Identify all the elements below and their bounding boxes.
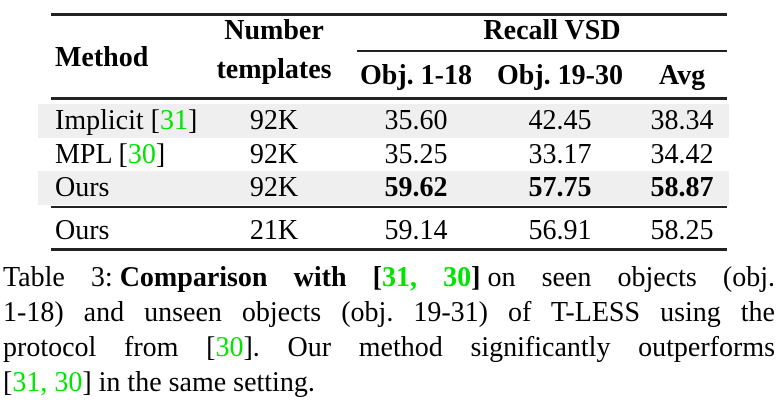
method-cell: Implicit [31] (38, 104, 224, 138)
column-header-number: Number (224, 15, 324, 46)
column-header-avg: Avg (658, 60, 706, 91)
caption-text: [ (3, 367, 13, 398)
table-row-mpl: MPL [30] 92K 35.25 33.17 34.42 (38, 138, 729, 172)
citation-link-30[interactable]: 30 (215, 332, 244, 363)
comparison-table: Method Number templates Recall VSD Obj. … (38, 13, 729, 251)
table-body: Implicit [31] 92K 35.60 42.45 38.34 MPL … (38, 104, 729, 205)
caption-line-2: 1-18) and unseen objects (obj. 19-31) of… (3, 295, 775, 330)
recall-vsd-cmidrule (357, 50, 727, 52)
column-header-obj-1-18: Obj. 1-18 (360, 60, 472, 91)
table-caption: Table 3: Comparison with [31, 30] on seen … (3, 260, 775, 400)
table-row-ours-92k: Ours 92K 59.62 57.75 58.87 (38, 171, 729, 205)
citation-link-30[interactable]: 30 (127, 138, 156, 170)
column-header-obj-19-30: Obj. 19-30 (497, 60, 623, 91)
recall-obj1-18-cell: 35.60 (384, 105, 448, 136)
citation-separator: , (409, 262, 444, 293)
templates-cell: 21K (249, 214, 299, 246)
recall-obj1-18-cell: 59.14 (384, 214, 448, 246)
table-row-ours-21k: Ours 21K 59.14 56.91 58.25 (38, 214, 729, 248)
recall-avg-cell: 34.42 (650, 138, 714, 170)
citation-link-30[interactable]: 30 (54, 367, 83, 398)
citation-link-30[interactable]: 30 (443, 262, 472, 293)
caption-bold-text: Comparison with [ (119, 262, 382, 293)
caption-line-4: [31, 30] in the same setting. (3, 365, 775, 400)
method-cell: Ours (38, 214, 224, 248)
citation-link-31[interactable]: 31 (12, 367, 41, 398)
templates-cell: 92K (249, 172, 299, 203)
recall-obj19-30-cell: 56.91 (528, 214, 592, 246)
citation-link-31[interactable]: 31 (381, 262, 410, 293)
column-header-templates: templates (216, 54, 332, 85)
method-cell: MPL [30] (38, 138, 224, 172)
method-label: Ours (55, 172, 110, 203)
recall-avg-cell: 58.87 (650, 172, 714, 203)
table-top-rule (51, 13, 727, 16)
recall-obj19-30-cell: 42.45 (528, 105, 592, 136)
caption-text: 1-18) and unseen objects (obj. 19-31) of… (3, 297, 775, 328)
table-mid-rule (51, 206, 727, 208)
method-label: MPL [ (55, 138, 128, 170)
recall-obj1-18-cell: 35.25 (384, 138, 448, 170)
table-row-implicit: Implicit [31] 92K 35.60 42.45 38.34 (38, 104, 729, 138)
recall-obj19-30-cell: 33.17 (528, 138, 592, 170)
method-label-suffix: ] (187, 105, 198, 136)
caption-text: on seen objects (obj. (487, 262, 776, 293)
caption-text: protocol from [ (3, 332, 216, 363)
column-group-header-recall-vsd: Recall VSD (483, 15, 621, 46)
caption-text: ] in the same setting. (82, 367, 315, 398)
citation-link-31[interactable]: 31 (159, 105, 188, 136)
caption-table-number: Table 3: (3, 262, 113, 293)
templates-cell: 92K (249, 138, 299, 170)
table-bottom-rule (51, 248, 727, 251)
caption-text: ]. Our method significantly outperforms (243, 332, 776, 363)
method-label: Ours (55, 214, 110, 246)
table-header-rule (51, 97, 727, 100)
method-cell: Ours (38, 171, 224, 205)
recall-obj19-30-cell: 57.75 (528, 172, 592, 203)
method-label-suffix: ] (155, 138, 166, 170)
caption-bold-text-close: ] (471, 262, 481, 293)
recall-obj1-18-cell: 59.62 (384, 172, 448, 203)
column-header-method: Method (55, 42, 149, 73)
templates-cell: 92K (249, 105, 299, 136)
method-label: Implicit [ (55, 105, 160, 136)
recall-avg-cell: 38.34 (650, 105, 714, 136)
caption-line-1: Table 3: Comparison with [31, 30] on seen … (3, 260, 775, 295)
caption-line-3: protocol from [30]. Our method significa… (3, 330, 775, 365)
citation-separator: , (40, 367, 55, 398)
recall-avg-cell: 58.25 (650, 214, 714, 246)
